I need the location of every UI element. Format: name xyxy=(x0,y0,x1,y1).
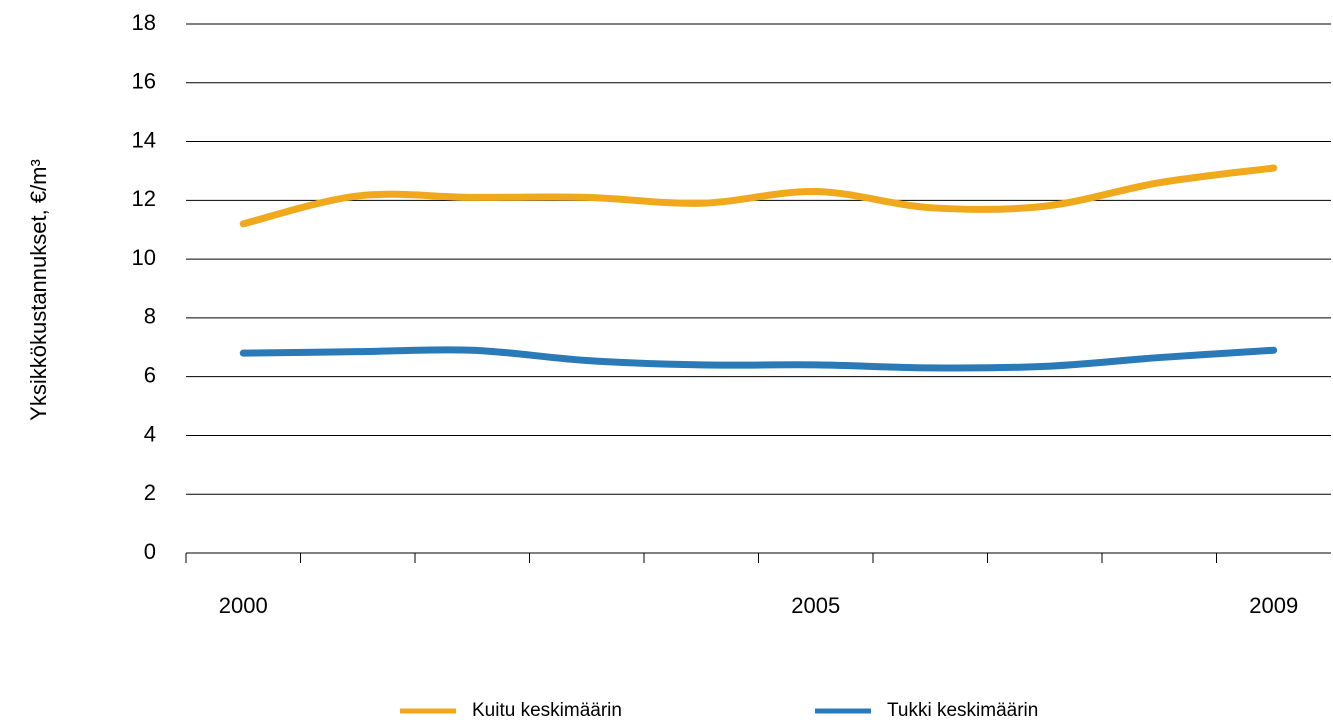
x-tick-label: 2005 xyxy=(791,593,840,618)
y-tick-label: 6 xyxy=(144,362,156,387)
y-axis-label: Yksikkökustannukset, €/m³ xyxy=(26,159,51,421)
y-tick-label: 10 xyxy=(132,245,156,270)
x-tick-label: 2000 xyxy=(219,593,268,618)
y-tick-label: 0 xyxy=(144,539,156,564)
y-tick-label: 14 xyxy=(132,127,156,152)
y-tick-label: 16 xyxy=(132,69,156,94)
y-tick-label: 12 xyxy=(132,186,156,211)
x-tick-label: 2009 xyxy=(1249,593,1298,618)
y-tick-label: 8 xyxy=(144,304,156,329)
legend-label: Kuitu keskimäärin xyxy=(472,700,622,720)
y-tick-label: 2 xyxy=(144,480,156,505)
y-tick-label: 4 xyxy=(144,421,156,446)
y-tick-label: 18 xyxy=(132,10,156,35)
line-series xyxy=(239,346,1278,372)
line-series xyxy=(239,164,1278,228)
legend: Kuitu keskimäärin Tukki keskimäärin xyxy=(400,700,1038,720)
legend-label: Tukki keskimäärin xyxy=(887,700,1038,720)
